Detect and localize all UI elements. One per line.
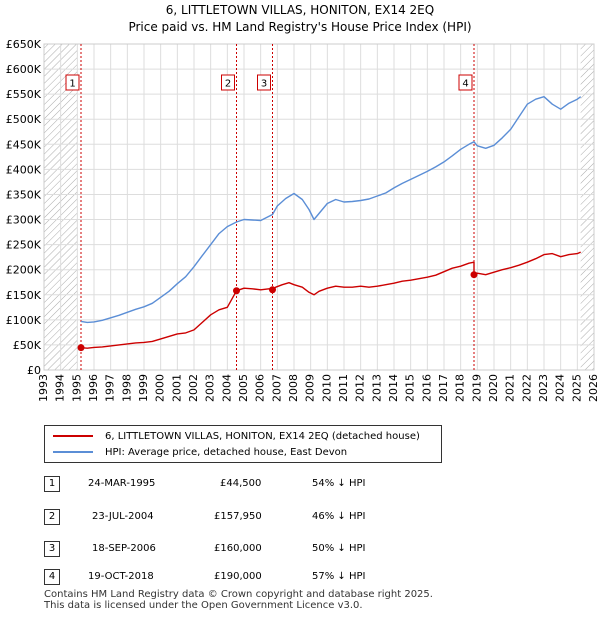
x-tick-label: 2024	[554, 374, 567, 402]
table-row: 1 24-MAR-1995 £44,500 54% ↓ HPI	[0, 474, 600, 494]
chart-subtitle: Price paid vs. HM Land Registry's House …	[128, 20, 472, 34]
sale-label: 1	[69, 79, 75, 90]
x-tick-label: 2010	[320, 374, 333, 402]
sale-label-box	[257, 74, 271, 91]
y-tick-label: £150K	[6, 289, 42, 302]
x-tick-label: 2002	[187, 374, 200, 402]
sale-hpi-diff: 54% ↓ HPI	[312, 478, 366, 489]
table-row: 4 19-OCT-2018 £190,000 57% ↓ HPI	[0, 567, 600, 587]
x-tick-label: 1994	[54, 374, 67, 402]
sale-label-box	[221, 74, 235, 91]
x-tick-label: 2012	[354, 374, 367, 402]
footer: Contains HM Land Registry data © Crown c…	[44, 589, 433, 611]
y-tick-label: £650K	[6, 38, 42, 51]
x-tick-label: 2001	[170, 374, 183, 402]
x-tick-label: 2013	[370, 374, 383, 402]
x-tick-label: 1995	[70, 374, 83, 402]
y-tick-label: £600K	[6, 63, 42, 76]
legend-item-price-paid: 6, LITTLETOWN VILLAS, HONITON, EX14 2EQ …	[53, 429, 420, 443]
sale-number-badge: 2	[44, 509, 60, 525]
x-tick-label: 2006	[254, 374, 267, 402]
sale-point	[269, 286, 276, 294]
x-tick-label: 2009	[304, 374, 317, 402]
y-tick-label: £250K	[6, 239, 42, 252]
sale-number-badge: 1	[44, 476, 60, 492]
y-tick-label: £450K	[6, 138, 42, 151]
sale-date: 24-MAR-1995	[88, 478, 156, 489]
legend-item-hpi: HPI: Average price, detached house, East…	[53, 445, 347, 459]
sale-price: £190,000	[214, 571, 262, 582]
legend-swatch-price-paid	[53, 435, 93, 437]
x-tick-label: 1996	[87, 374, 100, 402]
y-tick-label: £100K	[6, 314, 42, 327]
hpi-line	[80, 95, 582, 324]
y-tick-label: £350K	[6, 188, 42, 201]
y-tick-label: £50K	[13, 339, 42, 352]
y-tick-label: £0	[27, 364, 41, 377]
x-tick-label: 2020	[487, 374, 500, 402]
x-tick-label: 2004	[220, 374, 233, 402]
y-tick-label: £500K	[6, 113, 42, 126]
x-tick-label: 2000	[154, 374, 167, 402]
sale-date: 19-OCT-2018	[88, 571, 154, 582]
x-tick-label: 2019	[470, 374, 483, 402]
sale-label-box	[65, 74, 80, 91]
sale-price: £157,950	[214, 511, 262, 522]
x-tick-label: 2016	[420, 374, 433, 402]
sale-date: 18-SEP-2006	[92, 543, 156, 554]
x-tick-label: 1997	[104, 374, 117, 402]
price-chart: 1 2 3 4 £0 £50K £100K £150K £200K £250K £300K £350…	[6, 38, 600, 402]
sale-label-box	[458, 74, 473, 91]
x-tick-label: 2008	[287, 374, 300, 402]
hatched-region	[580, 44, 594, 370]
sale-point	[233, 287, 240, 295]
legend-label-hpi: HPI: Average price, detached house, East…	[105, 446, 348, 458]
sale-label: 2	[225, 79, 231, 90]
y-tick-label: £550K	[6, 88, 42, 101]
x-tick-label: 2025	[570, 374, 583, 402]
sale-date: 23-JUL-2004	[92, 511, 154, 522]
legend: 6, LITTLETOWN VILLAS, HONITON, EX14 2EQ …	[44, 425, 442, 463]
chart-title: 6, LITTLETOWN VILLAS, HONITON, EX14 2EQ	[165, 3, 435, 17]
sale-number-badge: 4	[44, 569, 60, 585]
sale-label: 3	[261, 79, 267, 90]
table-row: 2 23-JUL-2004 £157,950 46% ↓ HPI	[0, 507, 600, 527]
x-tick-label: 2022	[520, 374, 533, 402]
x-tick-label: 2026	[587, 374, 600, 402]
sale-number-badge: 3	[44, 541, 60, 557]
sale-hpi-diff: 46% ↓ HPI	[312, 511, 366, 522]
x-tick-label: 2018	[454, 374, 467, 402]
footer-copyright: Contains HM Land Registry data © Crown c…	[44, 589, 433, 600]
sale-hpi-diff: 57% ↓ HPI	[312, 571, 366, 582]
x-tick-label: 2007	[270, 374, 283, 402]
x-tick-label: 1993	[37, 374, 50, 402]
y-tick-label: £400K	[6, 163, 42, 176]
x-tick-label: 2021	[504, 374, 517, 402]
x-tick-label: 1998	[120, 374, 133, 402]
table-row: 3 18-SEP-2006 £160,000 50% ↓ HPI	[0, 539, 600, 559]
x-tick-label: 2003	[204, 374, 217, 402]
sale-label: 4	[462, 79, 468, 90]
x-tick-label: 2014	[387, 374, 400, 402]
x-tick-label: 2015	[404, 374, 417, 402]
legend-swatch-hpi	[53, 451, 93, 453]
sale-point	[470, 271, 478, 279]
sale-point	[77, 344, 85, 352]
price-paid-line	[80, 251, 581, 349]
sale-price: £160,000	[214, 543, 262, 554]
plot-frame	[43, 43, 595, 371]
x-tick-label: 1999	[137, 374, 150, 402]
y-tick-label: £200K	[6, 264, 42, 277]
x-tick-label: 2017	[437, 374, 450, 402]
x-tick-label: 2023	[537, 374, 550, 402]
legend-label-price-paid: 6, LITTLETOWN VILLAS, HONITON, EX14 2EQ …	[105, 430, 420, 442]
x-tick-label: 2005	[237, 374, 250, 402]
sale-hpi-diff: 50% ↓ HPI	[312, 543, 366, 554]
footer-licence: This data is licensed under the Open Gov…	[44, 600, 363, 611]
y-tick-label: £300K	[6, 214, 42, 227]
sale-price: £44,500	[220, 478, 262, 489]
x-tick-label: 2011	[337, 374, 350, 402]
